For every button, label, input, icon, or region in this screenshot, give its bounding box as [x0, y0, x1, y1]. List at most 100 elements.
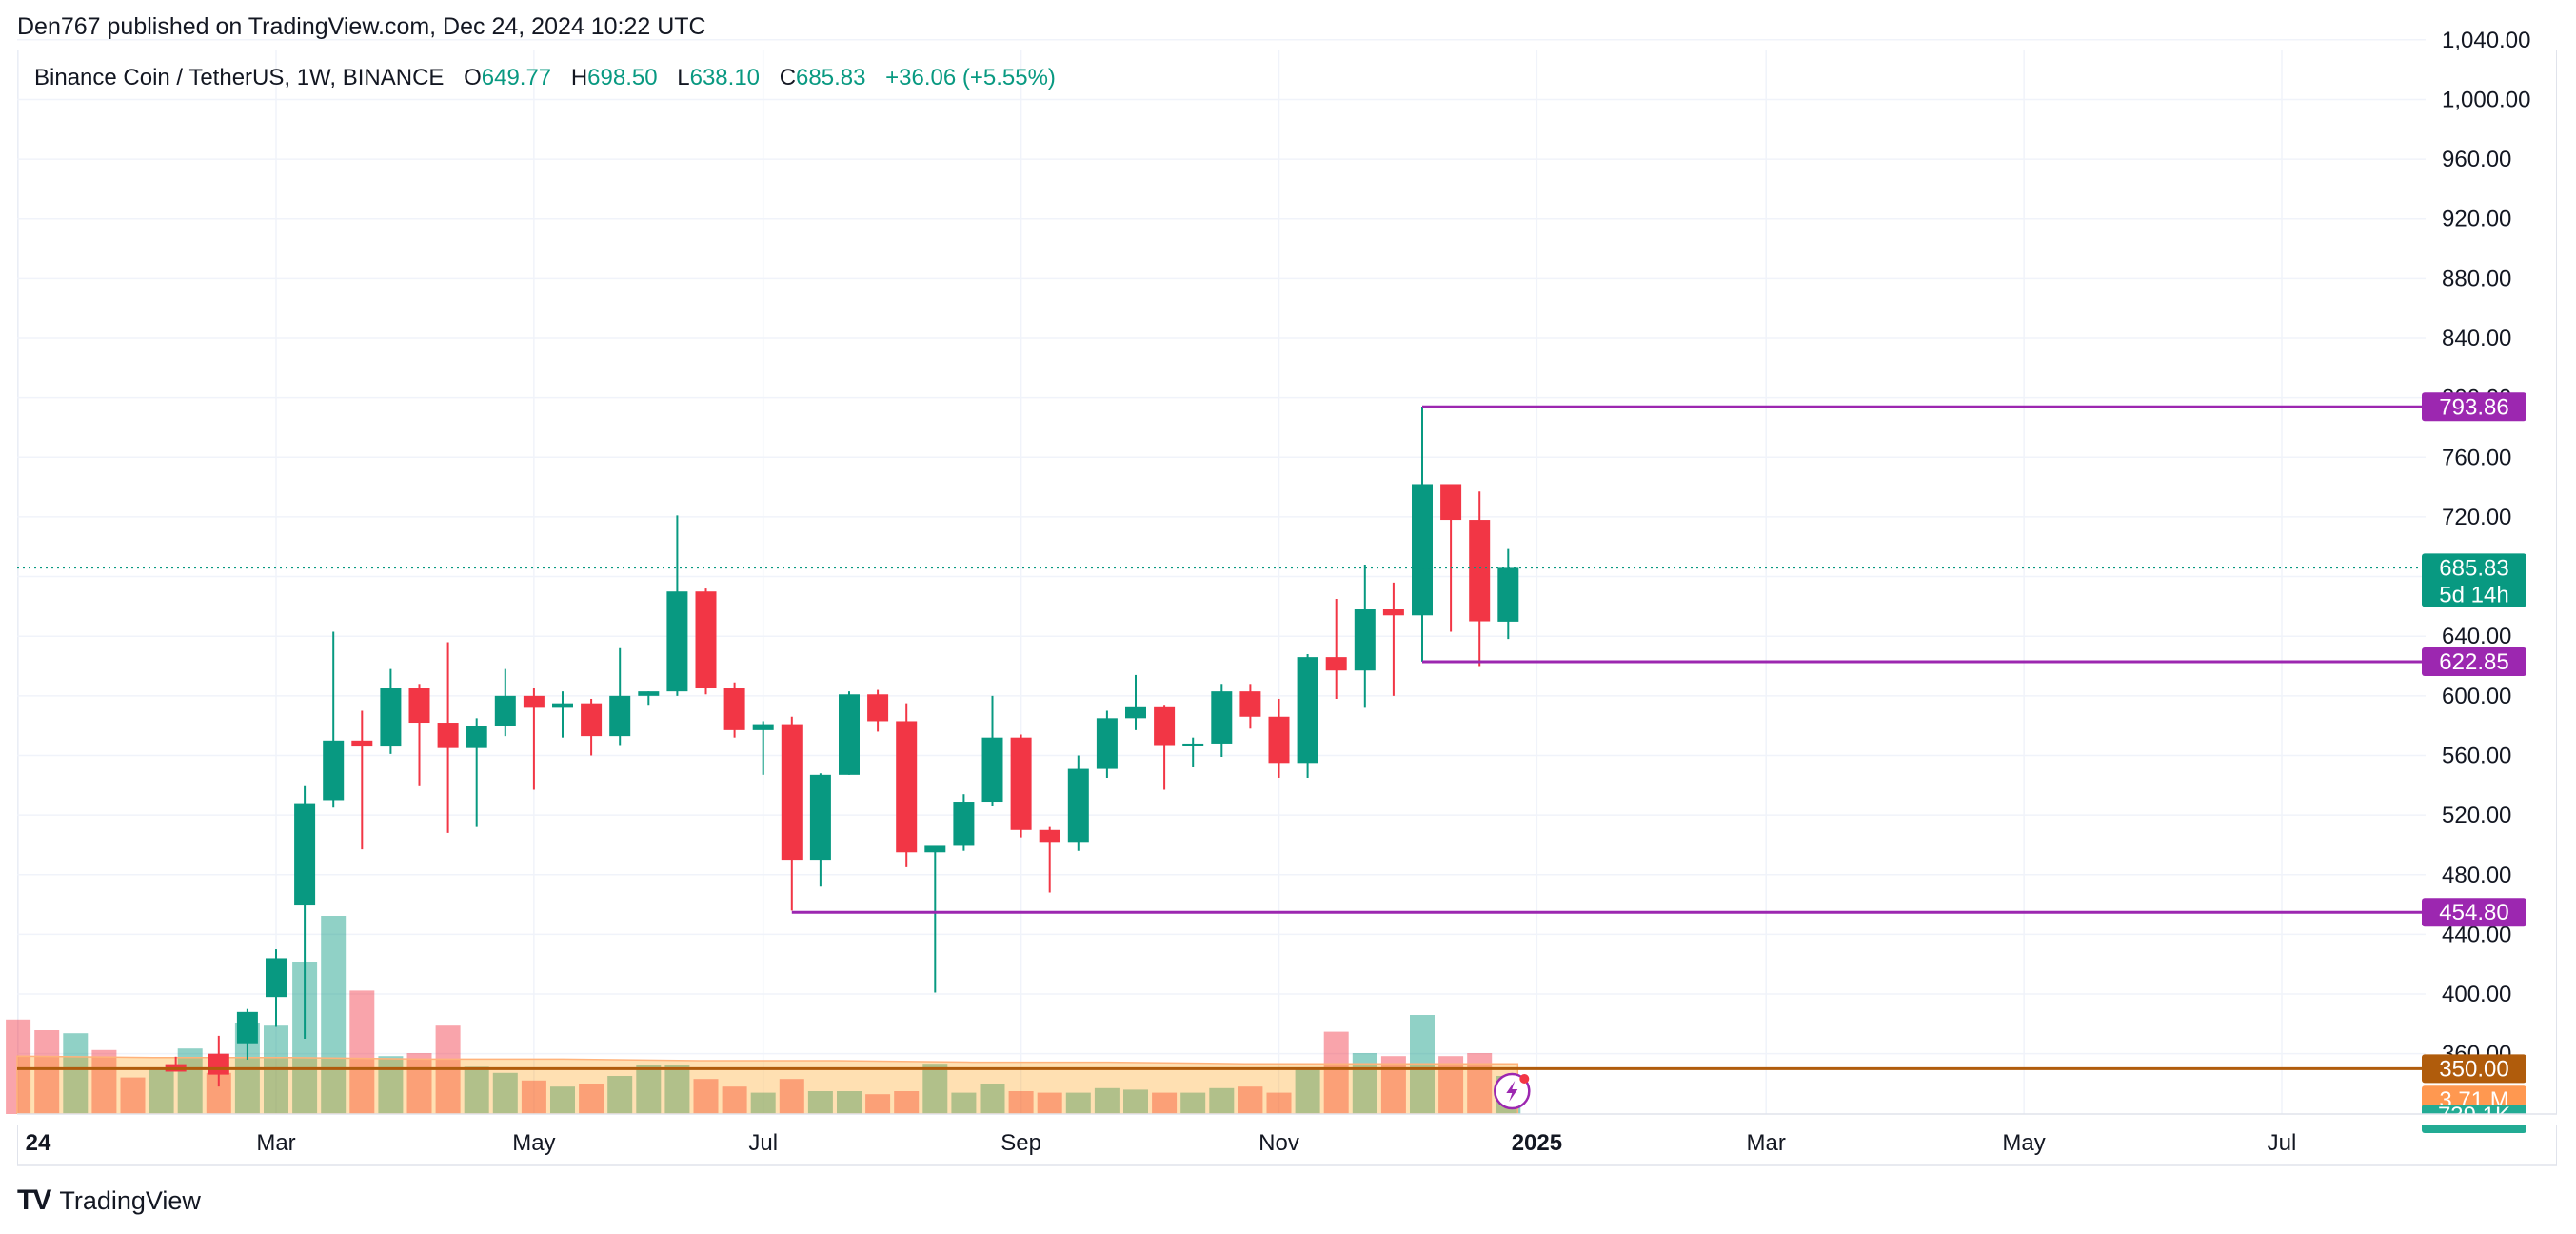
candle: [781, 716, 803, 911]
candle: [266, 949, 287, 1027]
volume-bar: [1238, 1086, 1263, 1114]
y-tick-label: 720.00: [2442, 505, 2511, 530]
y-tick-label: 520.00: [2442, 803, 2511, 828]
volume-bar: [63, 1033, 89, 1114]
x-tick-label: May: [512, 1130, 555, 1156]
volume-bar: [722, 1086, 747, 1114]
candle: [552, 691, 573, 738]
candle-body: [323, 740, 345, 801]
candle-body: [1154, 706, 1176, 746]
volume-bar: [807, 1091, 833, 1114]
volume-bar: [1295, 1068, 1320, 1114]
x-tick-label: May: [2002, 1130, 2045, 1156]
volume-bar: [636, 1065, 662, 1114]
candle-body: [1382, 609, 1404, 616]
candle: [638, 691, 660, 706]
candle-series: [165, 407, 1519, 1087]
legend-open-label: O: [464, 65, 482, 90]
candle-body: [867, 694, 889, 722]
candle: [924, 845, 946, 993]
publisher-caption: Den767 published on TradingView.com, Dec…: [17, 13, 706, 40]
volume-bar: [1380, 1056, 1406, 1114]
volume-bar: [1008, 1091, 1034, 1114]
legend-high: 698.50: [587, 65, 658, 90]
volume-bar: [1410, 1015, 1435, 1114]
candle-body: [752, 724, 774, 730]
volume-bar: [177, 1048, 203, 1114]
candle: [1211, 684, 1233, 758]
candle: [1382, 582, 1404, 696]
candle: [1325, 599, 1347, 699]
volume-bar: [6, 1019, 31, 1114]
x-tick-label: 24: [26, 1130, 51, 1156]
candle: [1067, 755, 1089, 851]
candle-body: [809, 774, 831, 861]
candle-body: [552, 703, 573, 708]
volume-bar: [378, 1056, 404, 1114]
candle: [351, 710, 373, 850]
volume-bar: [1152, 1092, 1178, 1114]
legend-low-label: L: [677, 65, 690, 90]
candle: [294, 785, 316, 1040]
countdown-tag: 5d 14h: [2439, 582, 2508, 607]
volume-bar: [91, 1049, 117, 1114]
x-tick-label: Nov: [1258, 1130, 1299, 1156]
candle-body: [236, 1011, 258, 1044]
candle-body: [1211, 691, 1233, 744]
candle-body: [581, 703, 603, 737]
candle-body: [294, 803, 316, 906]
volume-bar: [149, 1068, 174, 1114]
y-tick-label: 1,040.00: [2442, 28, 2530, 53]
candle-body: [1096, 718, 1118, 769]
candle-body: [981, 737, 1003, 803]
legend-close: 685.83: [796, 65, 866, 90]
candle: [1268, 698, 1290, 778]
tradingview-logo-icon: TV: [17, 1184, 51, 1216]
last-price-tag-bg: [2422, 553, 2526, 607]
candle-body: [1268, 716, 1290, 764]
y-tick-label: 560.00: [2442, 743, 2511, 768]
candle-body: [609, 695, 631, 737]
candle: [953, 794, 975, 851]
candle-body: [1325, 657, 1347, 671]
volume-ma-area: [16, 1055, 1519, 1115]
candle: [1297, 653, 1318, 778]
y-tick-label: 480.00: [2442, 863, 2511, 888]
candle-body: [437, 723, 459, 748]
candle-body: [380, 688, 402, 747]
x-tick-label: Sep: [1001, 1130, 1041, 1156]
candle-body: [924, 845, 946, 853]
footer-brand[interactable]: TV TradingView: [17, 1184, 201, 1217]
volume-bar: [1266, 1092, 1292, 1114]
candle-body: [1497, 567, 1519, 622]
candle: [581, 698, 603, 756]
legend-symbol[interactable]: Binance Coin / TetherUS, 1W, BINANCE: [34, 65, 445, 90]
volume-bar: [349, 990, 375, 1114]
candle: [437, 642, 459, 833]
volume-bar: [1438, 1056, 1464, 1114]
candle-body: [1067, 768, 1089, 843]
volume-bar: [865, 1094, 891, 1114]
candle: [896, 703, 918, 867]
volume-bar: [34, 1030, 60, 1114]
candle: [1154, 705, 1176, 790]
candle: [695, 588, 717, 695]
legend-high-label: H: [570, 65, 588, 90]
candle: [1412, 407, 1433, 662]
x-axis: 24 Mar May Jul Sep Nov 2025 Mar May Jul: [26, 1130, 2297, 1156]
volume-bar: [693, 1079, 719, 1114]
candle-body: [896, 721, 918, 853]
candle: [408, 684, 430, 786]
candle-body: [1440, 484, 1462, 521]
candle: [1182, 737, 1204, 768]
volume-bar: [779, 1079, 804, 1114]
y-axis: 1,040.00 1,000.00 960.00 920.00 880.00 840.00…: [2442, 28, 2530, 1067]
y-tick-label: 640.00: [2442, 624, 2511, 649]
hline-tag: 350.00: [2439, 1056, 2508, 1082]
candle: [609, 647, 631, 746]
volume-bar: [464, 1066, 489, 1114]
x-tick-label: Jul: [2268, 1130, 2297, 1156]
candle-body: [266, 958, 287, 998]
volume-bar: [664, 1065, 690, 1114]
